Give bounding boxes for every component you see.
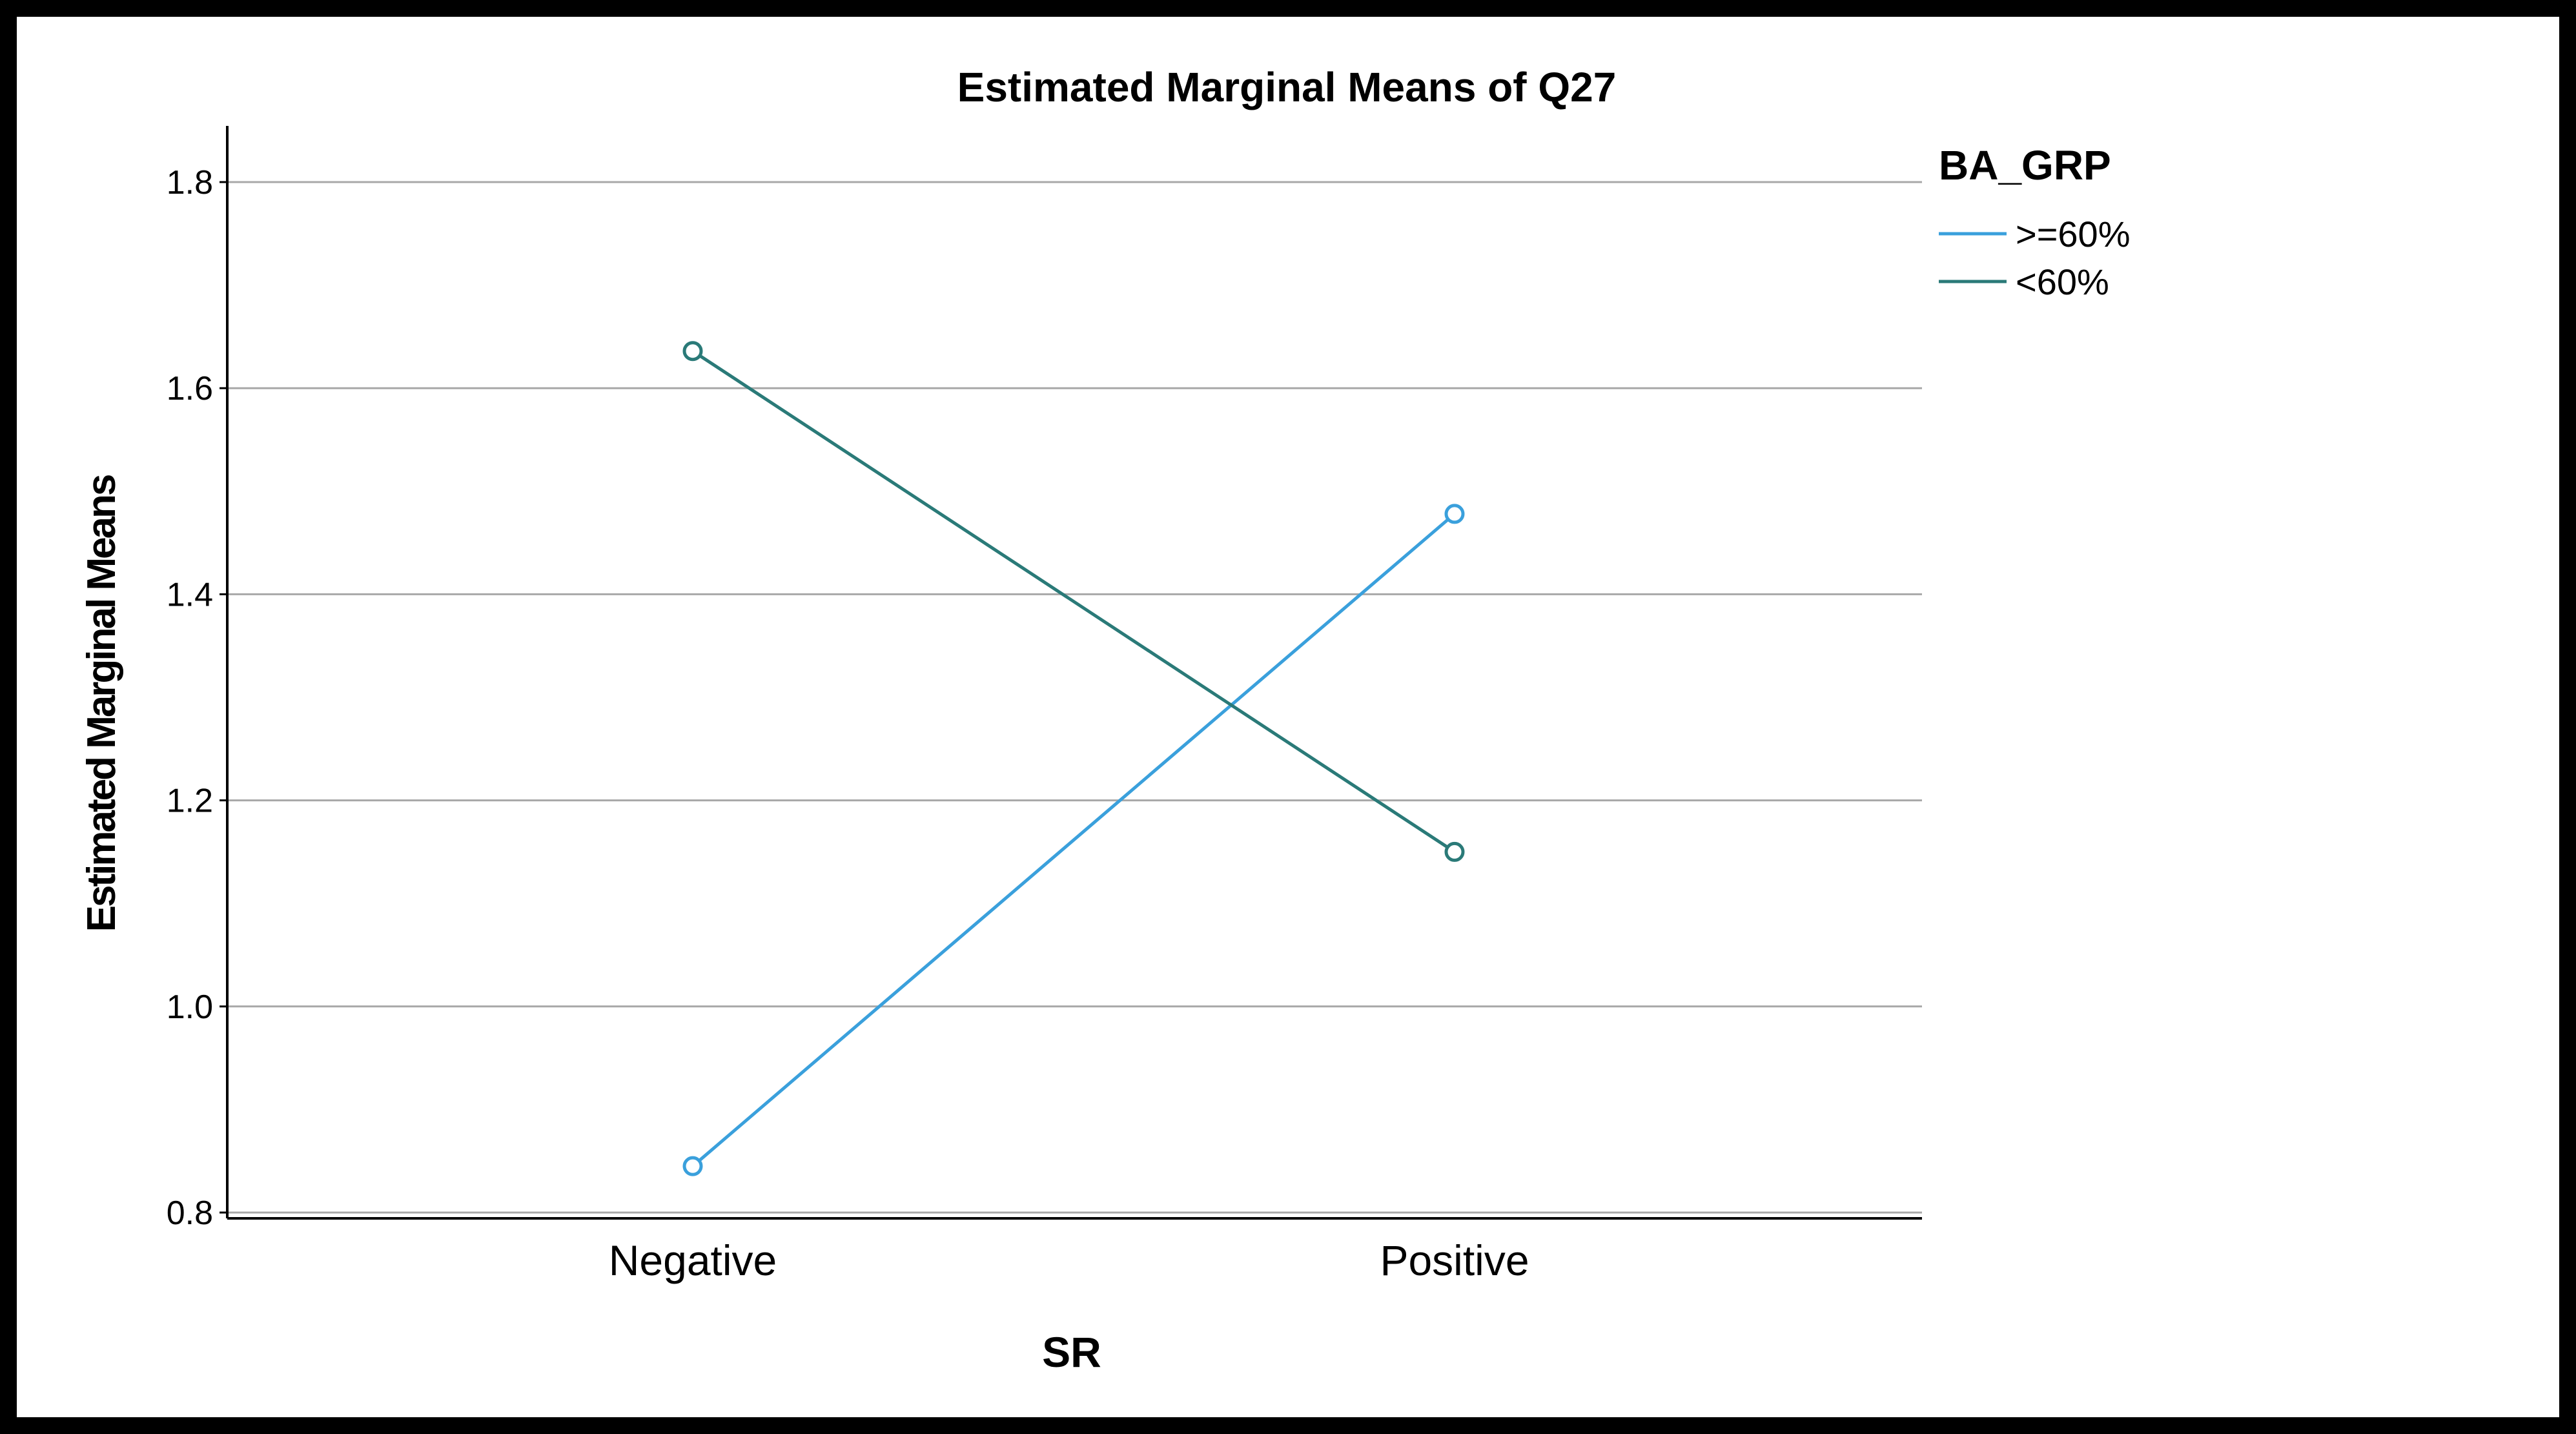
y-tick-label: 1.0 xyxy=(167,988,213,1026)
gridlines xyxy=(220,181,1922,1214)
legend-label-0: >=60% xyxy=(2016,214,2131,254)
chart-title: Estimated Marginal Means of Q27 xyxy=(957,64,1617,110)
x-tick-label-negative: Negative xyxy=(609,1236,777,1284)
series-1-point-1 xyxy=(1444,841,1465,862)
x-axis-title: SR xyxy=(1042,1328,1101,1376)
series-line-1 xyxy=(691,349,1456,854)
y-tick-label: 1.8 xyxy=(167,164,213,201)
y-axis-title: Estimated Marginal Means xyxy=(79,475,124,932)
y-tick-label: 1.4 xyxy=(167,576,213,613)
x-tick-labels: Negative Positive xyxy=(609,1236,1529,1284)
legend-label-1: <60% xyxy=(2016,261,2109,302)
series-0-point-0 xyxy=(682,1156,703,1176)
y-tick-label: 1.6 xyxy=(167,370,213,407)
y-tick-label: 0.8 xyxy=(167,1194,213,1232)
series-lines xyxy=(682,341,1465,1176)
series-line-0 xyxy=(691,513,1456,1168)
legend: >=60% <60% xyxy=(1939,214,2131,302)
series-0-point-1 xyxy=(1444,504,1465,524)
legend-title: BA_GRP xyxy=(1939,142,2111,189)
series-1-point-0 xyxy=(682,341,703,362)
y-tick-labels: 0.8 1.0 1.2 1.4 1.6 1.8 xyxy=(167,164,213,1232)
y-tick-label: 1.2 xyxy=(167,783,213,820)
x-tick-label-positive: Positive xyxy=(1380,1236,1529,1284)
